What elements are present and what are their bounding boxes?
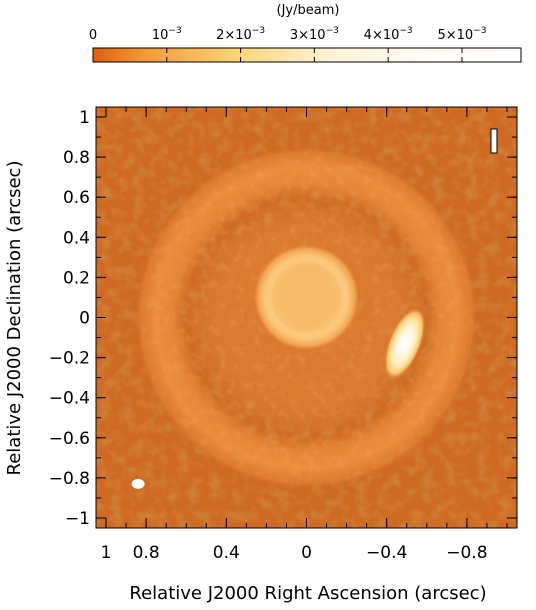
y-tick-label: −0.6 bbox=[49, 429, 90, 449]
x-tick-label: 0.8 bbox=[133, 543, 160, 563]
colorbar-tick-label: 3×10−3 bbox=[290, 26, 339, 43]
image-features bbox=[131, 146, 478, 489]
y-tick-label: −0.2 bbox=[49, 349, 90, 369]
y-ticks: 1 0.8 0.6 0.4 0.2 0 −0.2 −0.4 −0.6 −0.8 −1 bbox=[49, 108, 517, 529]
y-tick-label: 0.6 bbox=[63, 188, 90, 208]
colorbar-tick-label: 2×10−3 bbox=[216, 26, 265, 43]
colorbar: (Jy/beam) 0 10−3 2×10−3 3×10−3 4×10−3 5×10−3 bbox=[89, 3, 522, 63]
colorbar-tick-label: 0 bbox=[89, 28, 97, 43]
colorbar-gradient bbox=[92, 47, 522, 63]
colorbar-tick-label: 4×10−3 bbox=[364, 26, 413, 43]
plot-area: 1 0.8 0.4 0 −0.4 −0.8 1 0.8 0.6 0.4 0.2 0 −0.2 −0.4 −… bbox=[49, 106, 518, 563]
y-axis-label: Relative J2000 Declination (arcsec) bbox=[4, 161, 25, 476]
colorbar-tick-label: 5×10−3 bbox=[437, 26, 486, 43]
beam-ellipse bbox=[131, 478, 145, 489]
colorbar-tick-labels: 0 10−3 2×10−3 3×10−3 4×10−3 5×10−3 bbox=[89, 26, 487, 43]
y-tick-label: 0 bbox=[79, 309, 90, 329]
bright-clump bbox=[384, 307, 426, 380]
scale-bar bbox=[490, 128, 498, 154]
polarization-bar bbox=[490, 128, 498, 154]
y-tick-label: −0.4 bbox=[49, 389, 90, 409]
x-tick-label: −0.4 bbox=[366, 543, 407, 563]
x-tick-label: 0 bbox=[301, 543, 312, 563]
x-tick-label: 1 bbox=[101, 543, 112, 563]
colorbar-tick-label: 10−3 bbox=[152, 26, 182, 43]
x-tick-label: −0.8 bbox=[446, 543, 487, 563]
x-axis-label: Relative J2000 Right Ascension (arcsec) bbox=[129, 583, 486, 604]
inner-disk-rim bbox=[266, 257, 347, 338]
x-ticks: 1 0.8 0.4 0 −0.4 −0.8 bbox=[101, 107, 508, 563]
y-tick-label: 0.4 bbox=[63, 228, 90, 248]
y-tick-label: −0.8 bbox=[49, 469, 90, 489]
colorbar-unit-label: (Jy/beam) bbox=[277, 3, 340, 18]
y-tick-label: 0.2 bbox=[63, 268, 90, 288]
y-tick-label: 1 bbox=[79, 108, 90, 128]
y-tick-label: −1 bbox=[65, 509, 90, 529]
y-tick-label: 0.8 bbox=[63, 148, 90, 168]
colorbar-ticks bbox=[92, 48, 463, 62]
x-tick-label: 0.4 bbox=[213, 543, 240, 563]
